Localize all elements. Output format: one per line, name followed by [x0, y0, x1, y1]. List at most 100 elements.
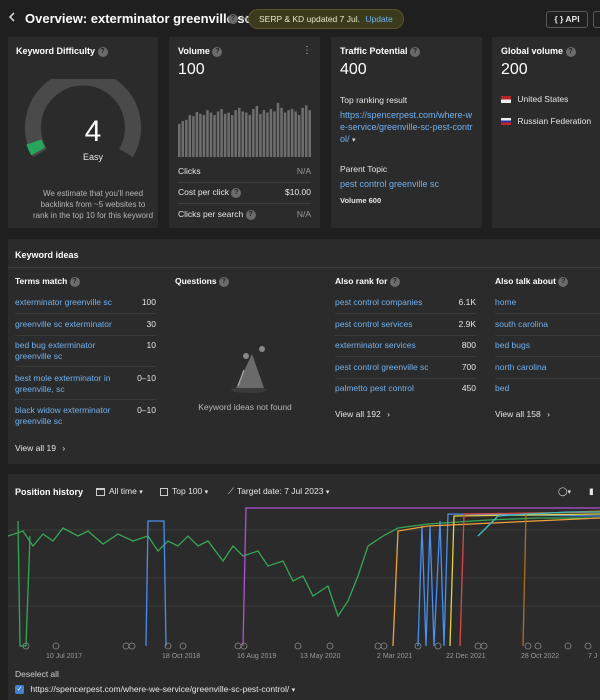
parent-topic-label: Parent Topic	[340, 164, 388, 174]
volume-bar	[227, 112, 230, 157]
top-result-link[interactable]: https://spencerpest.com/where-we-service…	[340, 110, 473, 144]
parent-topic-link[interactable]: pest control greenville sc	[340, 179, 440, 189]
volume-title: Volume ?	[178, 46, 223, 57]
row-separator	[495, 356, 600, 357]
help-icon[interactable]: ?	[231, 187, 242, 198]
also-talk-link[interactable]: bed	[495, 383, 510, 393]
term-link[interactable]: exterminator greenville sc	[15, 297, 112, 307]
view-all-also-rank-button[interactable]: View all 192 ›	[335, 409, 390, 419]
kd-gauge-fill	[26, 139, 46, 156]
also-talk-link[interactable]: home	[495, 297, 517, 307]
volume-bar	[188, 115, 192, 157]
also-talk-link[interactable]: north carolina	[495, 362, 547, 372]
row-separator	[495, 378, 600, 379]
cpc-value: $10.00	[285, 187, 311, 197]
help-icon[interactable]: ?	[97, 46, 108, 57]
also-talk-link[interactable]: bed bugs	[495, 340, 530, 350]
country-row: Russian Federation	[501, 116, 591, 126]
also-rank-link[interactable]: pest control services	[335, 319, 413, 329]
help-icon[interactable]: ?	[218, 276, 229, 287]
cps-label: Clicks per search ?	[178, 209, 256, 220]
blue-series-line-2	[417, 513, 600, 647]
also-rank-link[interactable]: pest control greenville sc	[335, 362, 429, 372]
update-toast: SERP & KD updated 7 Jul. Update	[248, 9, 404, 29]
volume-value: 100	[178, 61, 205, 78]
more-button[interactable]	[593, 11, 600, 28]
top-result-label: Top ranking result	[340, 95, 408, 105]
help-icon[interactable]: ?	[69, 276, 80, 287]
target-date-dropdown[interactable]: ⟋ Target date: 7 Jul 2023 ▾	[228, 486, 330, 496]
x-tick-label: 13 May 2020	[300, 653, 341, 660]
x-tick-label: 10 Jul 2017	[46, 653, 83, 660]
row-separator	[15, 366, 156, 367]
top-filter-dropdown[interactable]: Top 100 ▾	[160, 486, 208, 496]
row-separator	[335, 313, 476, 314]
update-link[interactable]: Update	[365, 14, 393, 24]
volume-bar	[216, 111, 220, 157]
help-icon[interactable]: ?	[389, 276, 400, 287]
help-icon[interactable]: ?	[245, 209, 256, 220]
us-flag-icon	[501, 96, 511, 104]
position-history-title: Position history	[15, 487, 84, 497]
purple-series-line	[242, 507, 600, 647]
checkbox-checked-icon[interactable]: ✓	[15, 685, 24, 695]
volume-bar	[255, 106, 259, 157]
volume-bar	[181, 121, 185, 157]
also-rank-value: 2.9K	[458, 319, 477, 329]
time-filter-dropdown[interactable]: All time ▾	[96, 486, 143, 496]
comment-icon[interactable]: ◯▾	[558, 486, 572, 496]
questions-header: Questions ?	[175, 276, 229, 287]
view-all-also-talk-button[interactable]: View all 158 ›	[495, 409, 550, 419]
also-rank-header: Also rank for ?	[335, 276, 400, 287]
empty-state-illustration-icon	[231, 346, 267, 393]
export-icon[interactable]: ▮	[589, 486, 594, 496]
x-tick-label: 2 Mar 2021	[377, 653, 413, 660]
divider	[178, 203, 311, 204]
traffic-title: Traffic Potential ?	[340, 46, 421, 57]
kd-value: 4	[84, 115, 102, 148]
term-link[interactable]: black widow exterminator greenville sc	[15, 405, 111, 426]
volume-bar	[301, 107, 304, 157]
deselect-all-button[interactable]: Deselect all	[15, 669, 59, 679]
volume-bar	[294, 111, 297, 157]
volume-bar	[252, 109, 255, 157]
cps-value: N/A	[296, 209, 311, 219]
page-title: Overview: exterminator greenville sc	[25, 11, 252, 26]
volume-bar	[209, 112, 213, 157]
position-history-card: Position history	[8, 474, 600, 700]
volume-bar	[283, 112, 287, 157]
url-checkbox-row[interactable]: ✓ https://spencerpest.com/where-we-servi…	[15, 684, 296, 695]
api-button[interactable]: { } API	[546, 11, 588, 28]
country-row: United States	[501, 94, 568, 104]
traffic-card: Traffic Potential ? 400 Top ranking resu…	[331, 37, 482, 228]
trend-icon: ⟋	[228, 486, 234, 496]
volume-bar	[206, 110, 209, 157]
chevron-right-icon: ›	[547, 409, 550, 419]
yellow-series-line	[449, 513, 600, 647]
term-link[interactable]: bed bug exterminator greenville sc	[15, 340, 96, 361]
help-icon[interactable]: ?	[228, 14, 238, 24]
also-talk-link[interactable]: south carolina	[495, 319, 548, 329]
term-link[interactable]: best mole exterminator in greenville, sc	[15, 373, 111, 394]
help-icon[interactable]: ?	[212, 46, 223, 57]
more-icon[interactable]: ⋮	[302, 45, 312, 56]
top-bar: Overview: exterminator greenville sc ? H…	[0, 0, 600, 36]
help-icon[interactable]: ?	[558, 276, 569, 287]
view-all-terms-button[interactable]: View all 19 ›	[15, 443, 66, 453]
also-rank-value: 800	[461, 340, 476, 350]
help-icon[interactable]: ?	[565, 46, 576, 57]
volume-bar	[290, 109, 294, 157]
term-value: 0–10	[137, 373, 156, 383]
term-link[interactable]: greenville sc exterminator	[15, 319, 112, 329]
chevron-left-icon[interactable]	[8, 12, 16, 22]
help-icon[interactable]: ?	[410, 46, 421, 57]
also-rank-link[interactable]: pest control companies	[335, 297, 423, 307]
term-value: 10	[146, 340, 156, 350]
term-value: 30	[146, 319, 156, 329]
also-rank-link[interactable]: palmetto pest control	[335, 383, 414, 393]
row-separator	[335, 378, 476, 379]
calendar-icon	[96, 487, 105, 496]
volume-bar	[276, 103, 280, 157]
traffic-value: 400	[340, 61, 367, 78]
also-rank-link[interactable]: exterminator services	[335, 340, 416, 350]
